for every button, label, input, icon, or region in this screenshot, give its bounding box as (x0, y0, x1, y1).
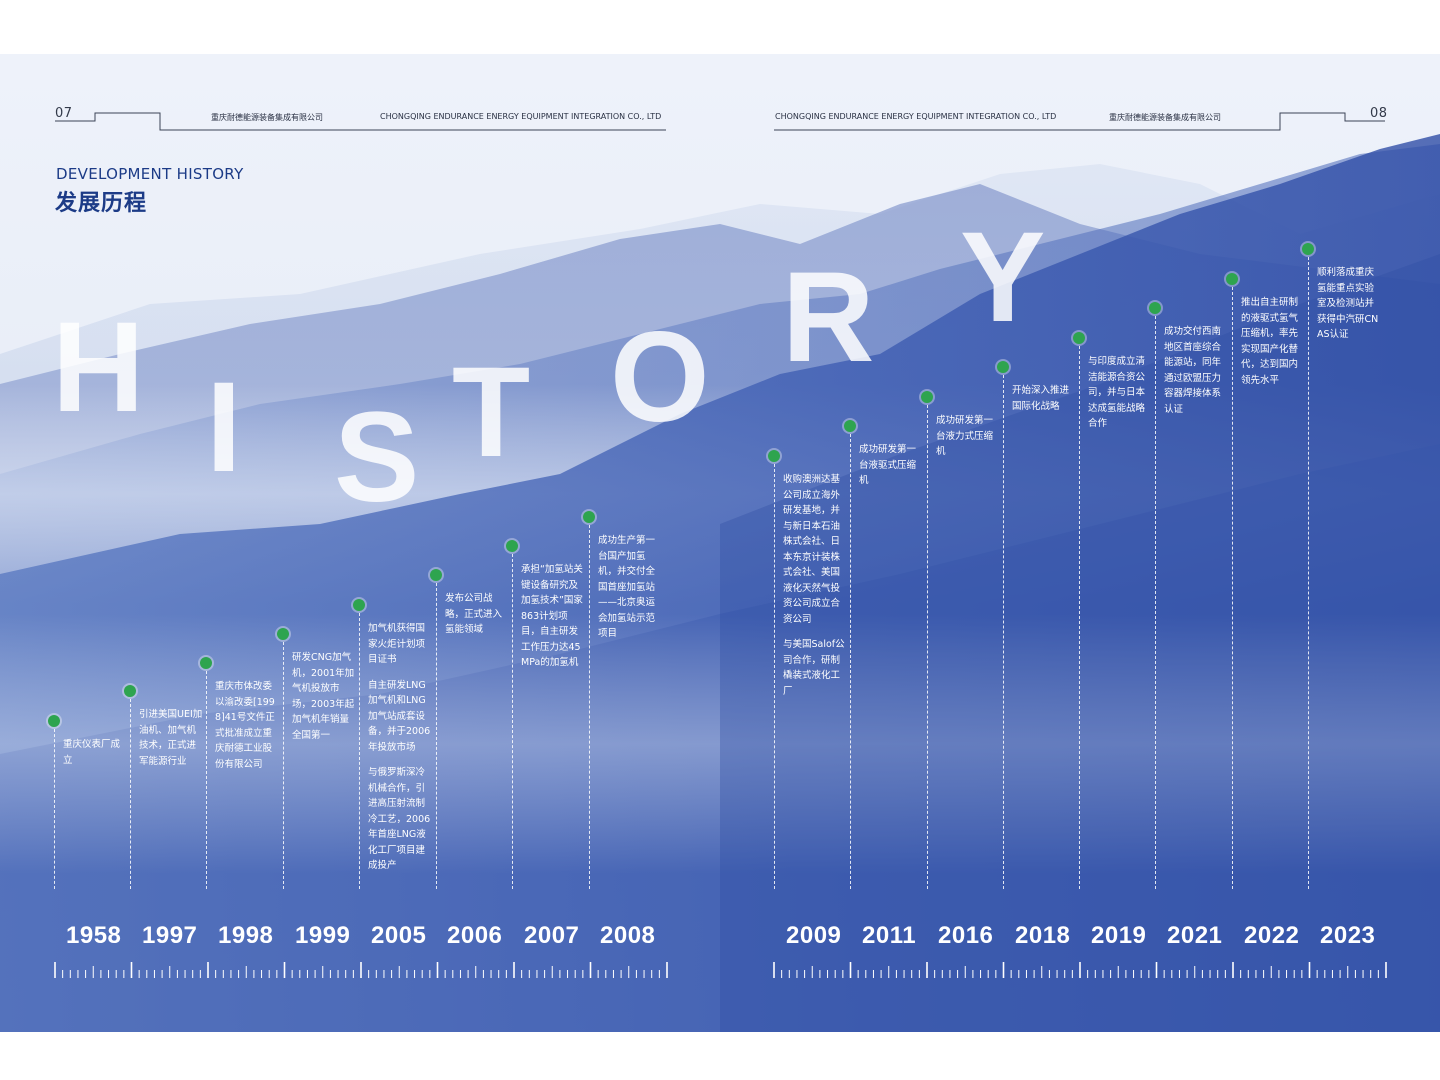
right-page-number: 08 (1370, 106, 1388, 121)
year-label: 2023 (1320, 922, 1376, 949)
milestone-dot (200, 657, 212, 669)
milestone-dot (1302, 243, 1314, 255)
year-label: 1999 (295, 922, 351, 949)
timeline-ruler-right (773, 962, 1387, 978)
year-label: 2009 (786, 922, 842, 949)
timeline-ruler-left (54, 962, 668, 978)
history-letter-y: Y (960, 206, 1046, 349)
milestone-dot (277, 628, 289, 640)
left-company-en: CHONGQING ENDURANCE ENERGY EQUIPMENT INT… (380, 112, 662, 121)
milestone-dot (768, 450, 780, 462)
mountain-background (0, 54, 1440, 1032)
milestone-dot (1073, 332, 1085, 344)
milestone-dot (997, 361, 1009, 373)
event-text: 加气机获得国家火炬计划项目证书 (368, 623, 426, 665)
event-text: 重庆仪表厂成立 (63, 739, 121, 766)
year-label: 2008 (600, 922, 656, 949)
year-label: 2021 (1167, 922, 1223, 949)
year-label: 2016 (938, 922, 994, 949)
left-header-rule (55, 112, 666, 131)
year-label: 2006 (447, 922, 503, 949)
event-text: 与俄罗斯深冷机械合作，引进高压射流制冷工艺，2006年首座LNG液化工厂项目建成… (368, 767, 431, 871)
event-text: 成功交付西南地区首座综合能源站，同年通过欧盟压力容器焊接体系认证 (1164, 326, 1222, 415)
milestone-dot (124, 685, 136, 697)
right-company-cn: 重庆耐德能源装备集成有限公司 (1109, 113, 1221, 122)
event-text: 与美国Salof公司合作，研制橇装式液化工厂 (783, 639, 845, 697)
milestone-dot (48, 715, 60, 727)
year-label: 2018 (1015, 922, 1071, 949)
section-title-cn: 发展历程 (55, 191, 148, 216)
event-text: 成功研发第一台液驱式压缩机 (859, 444, 917, 486)
event-text: 收购澳洲达基公司成立海外研发基地，并与新日本石油株式会社、日本东京计装株式会社、… (783, 474, 841, 625)
milestone-dot (1226, 273, 1238, 285)
year-label: 1958 (66, 922, 122, 949)
year-label: 2007 (524, 922, 580, 949)
history-letter-o: O (610, 306, 710, 449)
year-label: 1997 (142, 922, 198, 949)
milestone-dot (583, 511, 595, 523)
event-text: 重庆市体改委以渝改委[1998]41号文件正式批准成立重庆耐德工业股份有限公司 (215, 681, 275, 770)
milestone-dot (1149, 302, 1161, 314)
year-label: 1998 (218, 922, 274, 949)
milestone-dot (506, 540, 518, 552)
milestone-dot (844, 420, 856, 432)
event-text: 推出自主研制的液驱式氢气压缩机，率先实现国产化替代，达到国内领先水平 (1241, 297, 1299, 386)
event-text: 承担“加氢站关键设备研究及加氢技术”国家863计划项目，自主研发工作压力达45M… (521, 564, 583, 668)
history-letter-t: T (452, 341, 531, 484)
milestone-dot (921, 391, 933, 403)
section-title-en: DEVELOPMENT HISTORY (56, 165, 244, 183)
milestone-dot (353, 599, 365, 611)
left-page-number: 07 (55, 106, 73, 121)
event-text: 成功研发第一台液力式压缩机 (936, 415, 994, 457)
event-text: 顺利落成重庆氢能重点实验室及检测站并获得中汽研CNAS认证 (1317, 267, 1379, 340)
event-text: 发布公司战略，正式进入氢能领域 (445, 593, 503, 635)
year-label: 2019 (1091, 922, 1147, 949)
brochure-spread: 07 重庆耐德能源装备集成有限公司 CHONGQING ENDURANCE EN… (0, 54, 1440, 1032)
event-text: 研发CNG加气机，2001年加气机投放市场，2003年起加气机年销量全国第一 (292, 652, 355, 741)
year-label: 2011 (862, 922, 917, 949)
event-text: 与印度成立清洁能源合资公司，并与日本达成氢能战略合作 (1088, 356, 1146, 429)
event-text: 自主研发LNG加气机和LNG加气站成套设备，并于2006年投放市场 (368, 679, 431, 753)
event-text: 成功生产第一台国产加氢机，并交付全国首座加氢站——北京奥运会加氢站示范项目 (598, 535, 656, 639)
year-label: 2022 (1244, 922, 1300, 949)
event-text: 引进美国UEI加油机、加气机技术，正式进军能源行业 (139, 709, 203, 767)
history-letter-i: I (206, 356, 242, 499)
right-header-rule (774, 112, 1385, 131)
right-company-en: CHONGQING ENDURANCE ENERGY EQUIPMENT INT… (775, 112, 1057, 121)
left-company-cn: 重庆耐德能源装备集成有限公司 (211, 113, 323, 122)
milestone-dot (430, 569, 442, 581)
history-letter-h: H (52, 296, 145, 439)
year-label: 2005 (371, 922, 427, 949)
history-letter-r: R (782, 246, 875, 389)
event-text: 开始深入推进国际化战略 (1012, 385, 1070, 412)
history-letter-s: S (334, 386, 420, 529)
